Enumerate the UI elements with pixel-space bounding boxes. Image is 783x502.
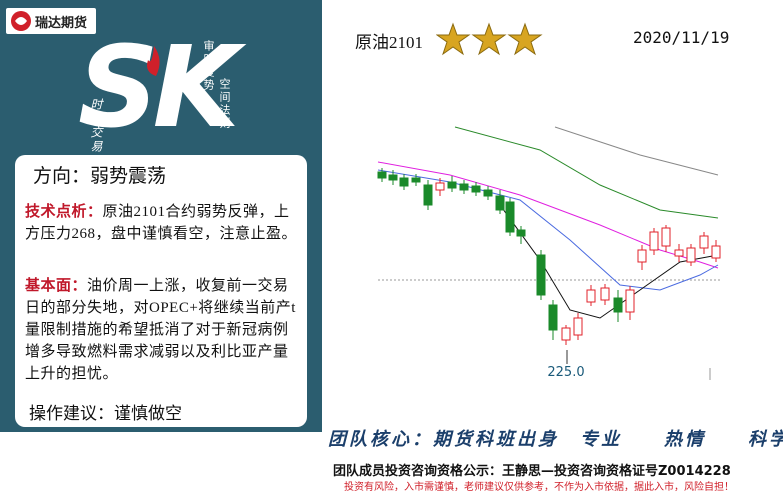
product: 原油2101 [355,33,423,52]
kline-chart: 225.0 [377,126,721,380]
chart-label: 225.0 [547,365,584,380]
fundamental-label: 基本面： [25,278,88,294]
candle-body [459,183,469,191]
technical-label: 技术点析： [25,204,103,220]
logo-letters: SK [78,23,239,153]
candle-body [711,245,721,259]
candle-body [505,201,515,233]
date: 2020/11/19 [633,28,730,47]
team-core: 团队核心：期货科班出身 专业 热情 科学 [328,429,783,449]
fundamental-text: 油价周一上涨，收复前一交易日的部分失地，对OPEC+将继续当前产t量限制措施的希… [25,278,296,382]
ma-line [454,126,719,219]
candle-body [388,174,398,181]
fundamental: 基本面：油价周一上涨，收复前一交易日的部分失地，对OPEC+将继续当前产t量限制… [25,275,303,385]
candle-body [637,249,647,263]
candle-body [699,235,709,249]
brand-badge: 瑞达期货 [6,8,96,34]
candle-body [399,177,409,187]
analysis-box: 方向：弱势震荡 技术点析：原油2101合约弱势反弹，上方压力268，盘中谨慎看空… [15,155,307,427]
advice: 操作建议：谨慎做空 [29,404,182,423]
candle-body [423,184,433,206]
ma-line [377,161,719,269]
disclaimer: 投资有风险，入市需谨慎，老师建议仅供参考，不作为入市依据，据此入市，风险自担！ [344,482,734,493]
rating-stars [436,22,543,56]
logo-caption: 时空交易 [89,98,103,154]
candle-body [483,189,493,197]
candle-body [516,229,526,237]
candle-body [377,171,387,179]
candle-body [586,289,596,303]
candle-body [548,304,558,331]
technical: 技术点析：原油2101合约弱势反弹，上方压力268，盘中谨慎看空，注意止盈。 [25,201,303,245]
candle-body [600,287,610,301]
candle-body [674,249,684,257]
candle-body [686,247,696,263]
candle-body [649,231,659,251]
candle-body [447,181,457,189]
candle-body [573,317,583,336]
logo-caption: 空间法则 [218,78,231,130]
candle-body [411,177,421,183]
qualification: 团队成员投资咨询资格公示：王静思—投资咨询资格证号Z0014228 [333,464,731,479]
candle-body [625,289,635,313]
technical-text: 原油2101合约弱势反弹，上方压力268，盘中谨慎看空，注意止盈。 [25,204,298,242]
left-panel: 瑞达期货 SK 时空交易 审时度势 空间法则 方向：弱势震荡 技术点析：原油21… [0,0,322,432]
brand-icon [11,11,31,31]
direction: 方向：弱势震荡 [33,166,167,187]
candle-body [471,185,481,193]
ma-line [499,204,719,319]
ma-line [554,126,719,176]
logo-flame [147,46,160,76]
candle-body [613,297,623,313]
candle-body [661,227,671,247]
candle-body [561,327,571,341]
logo-caption: 审时度势 [202,40,215,92]
candle-body [495,195,505,211]
candle-body [435,182,445,191]
candle-body [536,254,546,296]
brand-name: 瑞达期货 [35,16,88,31]
